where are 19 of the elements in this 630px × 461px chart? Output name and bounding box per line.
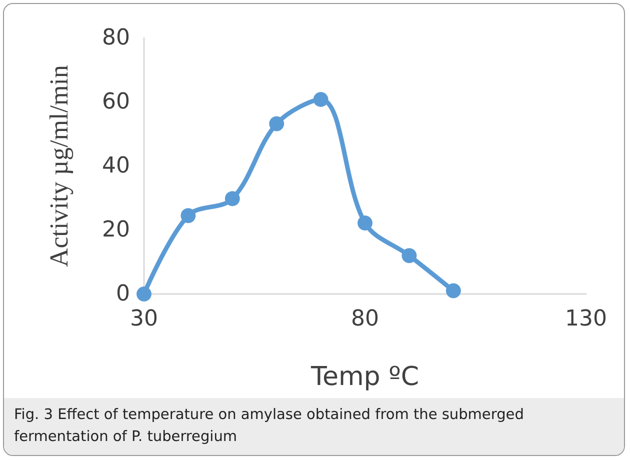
y-tick-label: 0 — [116, 282, 130, 306]
y-tick-label: 20 — [102, 218, 130, 242]
x-tick-label: 80 — [351, 306, 379, 332]
x-tick-label: 30 — [130, 306, 158, 332]
point — [358, 215, 372, 230]
caption: Fig. 3 Effect of temperature on amylase obtained from the submerged fermentation of P. tuberregium — [4, 398, 626, 457]
x-axis-title: Temp ºC — [310, 362, 419, 392]
point — [180, 208, 196, 224]
x-tick-label: 130 — [565, 306, 607, 332]
point — [136, 286, 152, 302]
point — [224, 191, 240, 206]
point — [313, 92, 328, 107]
y-axis-title: Activity µg/ml/min — [44, 64, 74, 268]
point — [402, 248, 417, 264]
y-tick-label: 80 — [102, 26, 130, 50]
y-tick-label: 40 — [102, 154, 130, 178]
point — [269, 116, 284, 132]
y-tick-label: 60 — [102, 90, 130, 114]
point — [446, 283, 461, 298]
